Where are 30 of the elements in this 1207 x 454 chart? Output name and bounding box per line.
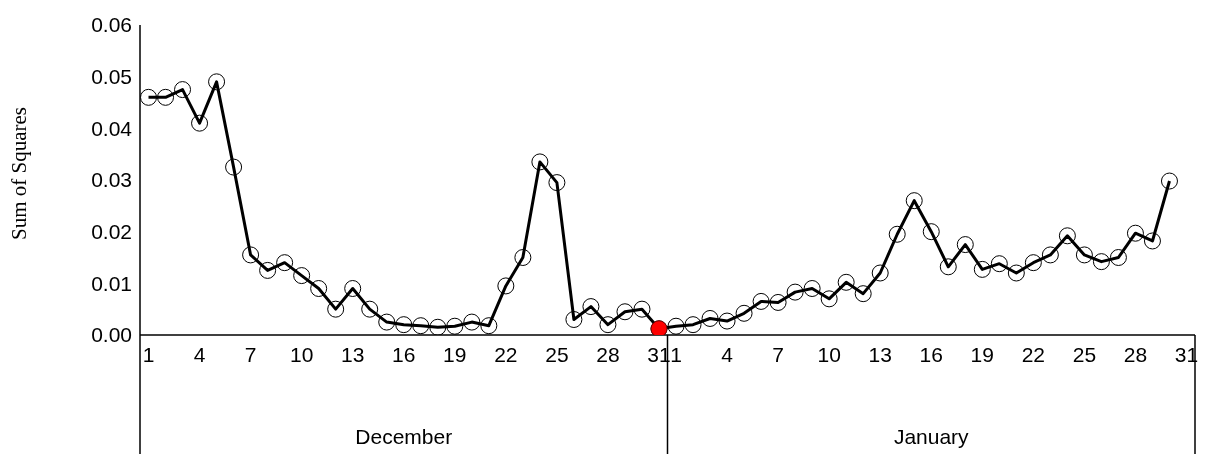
y-tick-label: 0.06 [91,13,132,37]
x-tick-label: 10 [289,342,314,366]
x-tick-label: 4 [193,342,206,366]
x-tick-label: 19 [443,342,467,366]
x-tick-label: 25 [1072,342,1097,366]
text: January [893,425,970,448]
x-tick-label: 4 [721,342,734,366]
x-tick-label: 1 [670,342,682,366]
x-tick-label: 19 [970,342,994,366]
x-tick-label: 28 [596,342,620,366]
x-tick-label: 28 [1123,342,1148,366]
x-tick-label: 13 [341,342,365,366]
y-tick-label: 0.02 [91,220,132,244]
x-tick-label: 16 [392,342,416,366]
y-tick-label: 0.01 [91,271,132,295]
x-tick-label: 16 [919,342,943,366]
x-tick-label: 7 [772,342,784,366]
y-axis-title: Sum of Squares [7,107,32,240]
y-tick-label: 0.00 [91,323,132,347]
y-tick-label: 0.05 [91,65,132,89]
x-tick-label: 7 [244,342,257,366]
x-tick-label: 22 [1021,342,1046,366]
x-tick-label: 10 [817,342,841,366]
y-tick-label: 0.04 [91,116,133,140]
x-tick-label: 1 [142,342,155,366]
x-tick-label: 25 [545,342,569,366]
x-tick-label: 22 [494,342,518,366]
text: December [355,425,453,448]
x-tick-label: 13 [868,342,892,366]
y-tick-label: 0.03 [91,168,132,192]
